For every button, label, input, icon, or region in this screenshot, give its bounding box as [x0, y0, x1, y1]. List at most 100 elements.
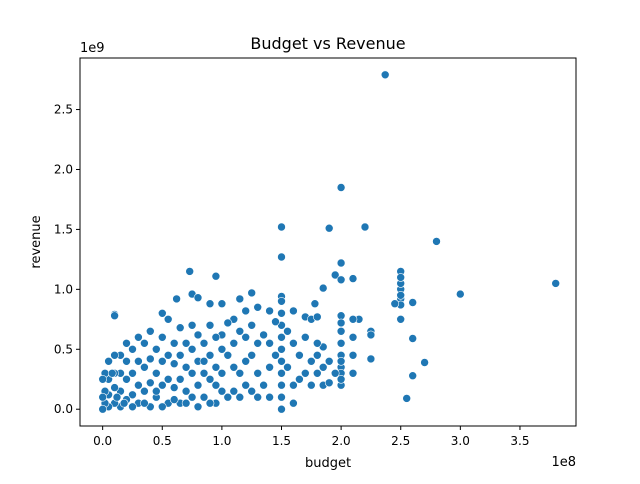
- data-point: [122, 356, 131, 366]
- x-tick-label: 2.5: [391, 434, 410, 448]
- data-point: [312, 312, 322, 322]
- data-point: [300, 368, 310, 378]
- data-point: [205, 374, 215, 384]
- data-point: [277, 344, 286, 354]
- data-point: [134, 332, 143, 342]
- y-tick-label: 1.0: [54, 282, 73, 296]
- data-point: [119, 398, 129, 408]
- data-point: [324, 378, 334, 388]
- data-point: [277, 392, 286, 402]
- data-point: [110, 350, 119, 360]
- data-point: [348, 332, 358, 342]
- data-point: [312, 368, 322, 378]
- data-point: [348, 350, 358, 360]
- data-point: [158, 332, 167, 342]
- data-point: [360, 222, 370, 232]
- y-axis-label: revenue: [29, 215, 44, 268]
- data-point: [420, 358, 429, 367]
- data-point: [98, 392, 107, 402]
- data-point: [396, 290, 406, 300]
- x-tick-label: 1.0: [212, 434, 231, 448]
- data-point: [217, 344, 227, 354]
- data-point: [336, 183, 346, 192]
- data-point: [253, 392, 263, 402]
- data-point: [211, 332, 221, 342]
- data-point: [211, 271, 221, 281]
- data-point: [223, 350, 233, 360]
- data-point: [241, 332, 250, 342]
- data-point: [277, 380, 286, 390]
- data-point: [277, 252, 286, 262]
- data-point: [259, 330, 268, 340]
- data-point: [146, 354, 155, 364]
- data-point: [396, 314, 406, 324]
- x-tick-label: 2.0: [332, 434, 351, 448]
- data-point: [193, 402, 203, 412]
- data-point: [348, 274, 358, 283]
- data-point: [187, 344, 197, 354]
- data-point: [107, 368, 117, 378]
- data-point: [289, 398, 298, 408]
- data-point: [163, 350, 173, 360]
- data-point: [205, 299, 215, 309]
- data-point: [169, 359, 179, 369]
- x-tick-label: 3.5: [510, 434, 529, 448]
- data-point: [140, 362, 149, 372]
- data-point: [235, 368, 245, 378]
- data-point: [277, 404, 286, 414]
- data-point: [235, 294, 245, 304]
- data-point: [199, 356, 209, 366]
- data-point: [146, 326, 155, 336]
- data-point: [199, 368, 209, 378]
- data-point: [110, 311, 119, 321]
- data-point: [223, 392, 233, 402]
- y-tick-label: 1.5: [54, 222, 73, 236]
- data-point: [336, 258, 346, 268]
- x-tick-label: 0.0: [93, 434, 112, 448]
- data-point: [271, 317, 280, 327]
- x-tick-label: 0.5: [153, 434, 172, 448]
- data-point: [169, 395, 179, 404]
- data-point: [229, 386, 239, 396]
- data-point: [122, 374, 131, 384]
- data-point: [175, 350, 185, 360]
- data-point: [181, 386, 191, 396]
- data-point: [98, 404, 107, 414]
- data-point: [247, 350, 256, 360]
- data-point: [163, 374, 173, 384]
- data-point: [336, 338, 346, 348]
- x-axis-ticks: 0.0 0.5 1.0 1.5 2.0 2.5 3.0 3.5: [93, 426, 530, 448]
- data-point: [172, 294, 181, 304]
- data-point: [128, 390, 137, 400]
- data-point: [193, 380, 203, 390]
- data-point: [158, 356, 167, 366]
- data-point: [402, 394, 412, 403]
- data-point: [187, 392, 197, 402]
- data-point: [112, 392, 122, 402]
- data-point: [348, 314, 358, 324]
- data-point: [277, 356, 286, 366]
- data-point: [253, 338, 263, 348]
- data-point: [408, 298, 418, 307]
- x-tick-label: 3.0: [451, 434, 470, 448]
- data-point: [295, 350, 304, 360]
- data-point: [158, 308, 167, 318]
- data-point: [169, 383, 179, 392]
- data-point: [169, 338, 179, 348]
- data-point: [289, 338, 298, 348]
- data-point: [205, 350, 215, 360]
- data-point: [396, 273, 406, 282]
- data-point: [348, 368, 358, 378]
- data-point: [380, 70, 390, 80]
- x-axis-offset-text: 1e8: [551, 455, 576, 470]
- data-point: [134, 356, 143, 366]
- data-point: [128, 402, 137, 412]
- data-point: [277, 308, 286, 318]
- data-point: [181, 362, 191, 372]
- x-axis-label: budget: [305, 456, 351, 471]
- data-point: [247, 386, 256, 396]
- data-point: [175, 374, 185, 384]
- data-point: [128, 344, 137, 354]
- y-axis-ticks: 0.0 0.5 1.0 1.5 2.0 2.5: [54, 103, 80, 416]
